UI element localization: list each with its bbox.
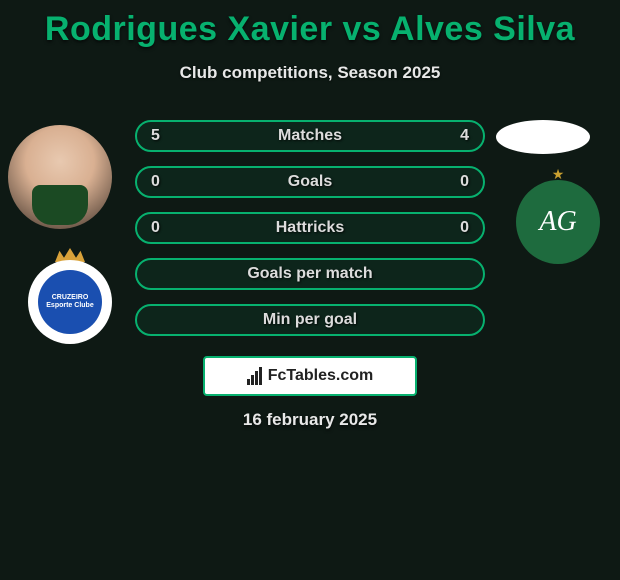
- stat-row-hattricks: 0 Hattricks 0: [135, 212, 485, 244]
- brand-text: FcTables.com: [268, 367, 374, 385]
- stat-label: Matches: [278, 127, 342, 145]
- stat-right-value: 4: [460, 127, 469, 145]
- stat-left-value: 0: [151, 219, 160, 237]
- player1-club-badge: CRUZEIRO Esporte Clube: [28, 260, 112, 344]
- stat-row-mpg: Min per goal: [135, 304, 485, 336]
- player2-avatar: [496, 120, 590, 154]
- infographic-container: Rodrigues Xavier vs Alves Silva Club com…: [0, 0, 620, 580]
- stat-right-value: 0: [460, 173, 469, 191]
- stat-label: Goals: [288, 173, 332, 191]
- brand-attribution: FcTables.com: [203, 356, 417, 396]
- bar-chart-icon: [247, 367, 262, 385]
- stat-left-value: 5: [151, 127, 160, 145]
- stat-right-value: 0: [460, 219, 469, 237]
- stat-row-goals: 0 Goals 0: [135, 166, 485, 198]
- stat-row-gpm: Goals per match: [135, 258, 485, 290]
- player1-avatar: [8, 125, 112, 229]
- page-title: Rodrigues Xavier vs Alves Silva: [0, 0, 620, 49]
- stat-left-value: 0: [151, 173, 160, 191]
- stat-label: Goals per match: [247, 265, 372, 283]
- stat-row-matches: 5 Matches 4: [135, 120, 485, 152]
- stat-label: Hattricks: [276, 219, 344, 237]
- player2-club-badge: ★ AG: [516, 180, 600, 264]
- club2-monogram: AG: [539, 206, 576, 238]
- page-date: 16 february 2025: [0, 410, 620, 430]
- stats-area: 5 Matches 4 0 Goals 0 0 Hattricks 0 Goal…: [135, 120, 485, 350]
- stat-label: Min per goal: [263, 311, 357, 329]
- subtitle: Club competitions, Season 2025: [0, 63, 620, 83]
- club1-text: CRUZEIRO Esporte Clube: [38, 294, 102, 309]
- club1-inner: CRUZEIRO Esporte Clube: [38, 270, 102, 334]
